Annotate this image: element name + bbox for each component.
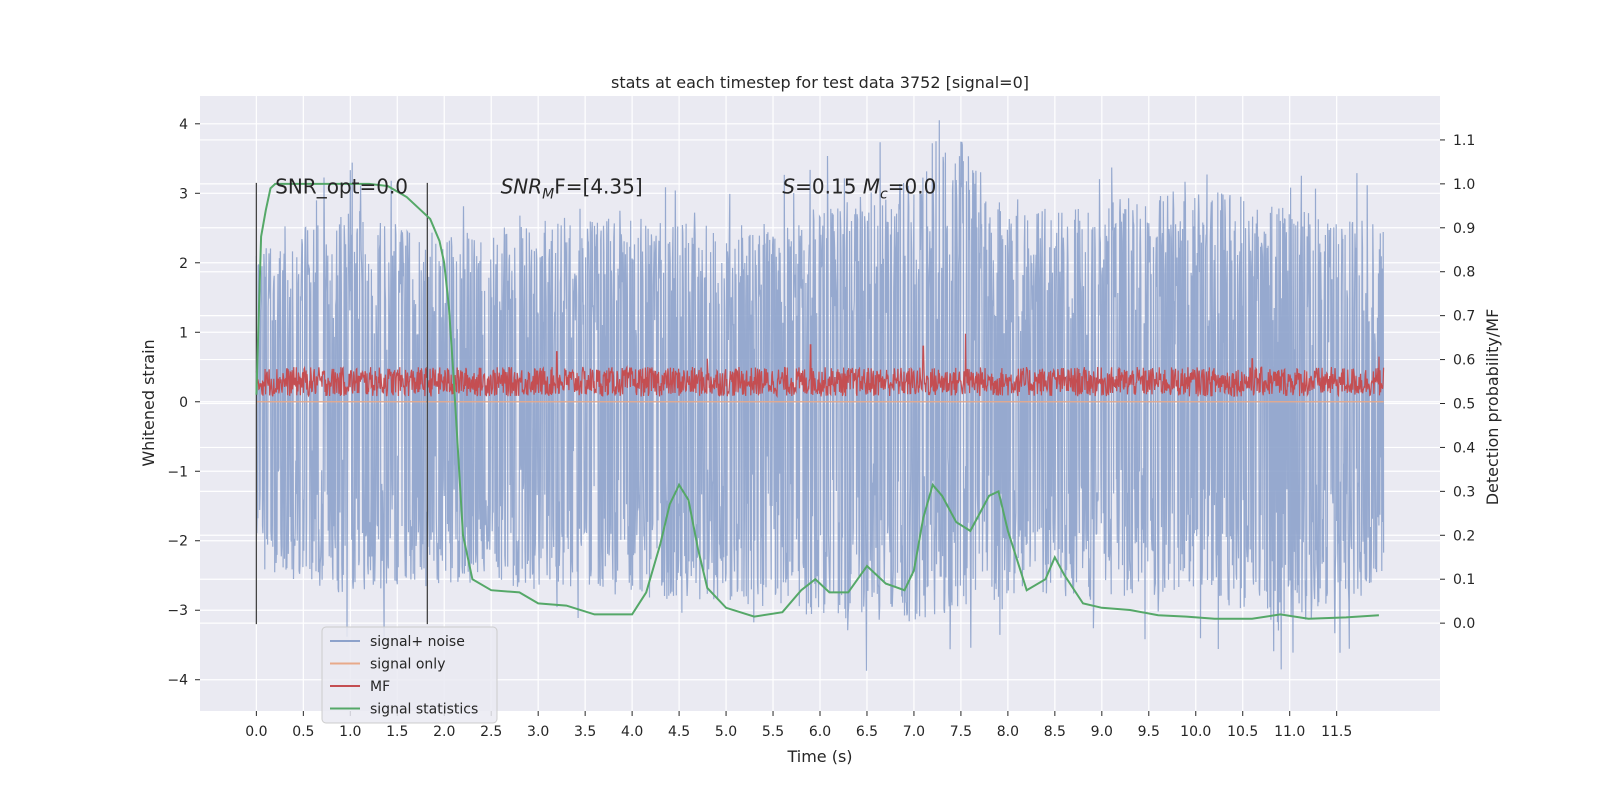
x-tick-label: 3.5 [574,724,596,740]
y-tick-label: −4 [167,673,188,689]
x-tick-label: 7.5 [950,724,972,740]
series-signal-noise-line [255,120,1385,671]
x-tick-label: 11.5 [1321,724,1352,740]
x-tick-label: 0.5 [292,724,314,740]
y-axis-label: Whitened strain [139,339,158,466]
y-right-tick-label: 0.3 [1453,484,1475,500]
y-tick-label: 1 [179,325,188,341]
x-tick-label: 8.0 [997,724,1019,740]
x-tick-label: 6.5 [856,724,878,740]
y-right-tick-label: 0.0 [1453,616,1475,632]
annotation-part: SNR [501,174,543,198]
x-tick-label: 9.0 [1091,724,1113,740]
series-signal-statistics-line [255,182,1379,620]
y-tick-label: 0 [179,395,188,411]
ticks: 0.0 0.5 1.0 1.5 2.0 2.5 3.0 3.5 4.0 4.5 5.0 5.5 6.0 6… [167,117,1475,740]
annotation-part: M [542,186,554,202]
legend-label: MF [370,679,390,695]
annotation-snr-mf: SNRMF=[4.35] [501,174,643,202]
y-right-tick-label: 0.5 [1453,397,1475,413]
y-right-axis-label: Detection probability/MF [1483,309,1502,506]
x-tick-label: 7.0 [903,724,925,740]
x-tick-label: 6.0 [809,724,831,740]
y-right-tick-label: 0.6 [1453,353,1475,369]
y-tick-label: 2 [179,256,188,272]
y-right-tick-label: 0.2 [1453,528,1475,544]
chart-title: stats at each timestep for test data 375… [611,73,1029,92]
y-right-tick-label: 0.1 [1453,572,1475,588]
legend: signal+ noise signal only MF signal statist… [321,626,498,724]
annotations: SNR_opt=0.0 SNRMF=[4.35] S=0.15 Mc=0.0 [275,174,936,202]
x-tick-label: 8.5 [1044,724,1066,740]
x-tick-label: 10.0 [1180,724,1211,740]
x-tick-label: 1.5 [386,724,408,740]
x-tick-label: 11.0 [1274,724,1305,740]
annotation-s-mc: S=0.15 Mc=0.0 [782,174,936,202]
y-right-tick-label: 0.9 [1453,221,1475,237]
series-layer [255,120,1385,671]
x-tick-label: 4.0 [621,724,643,740]
y-right-tick-label: 1.1 [1453,133,1475,149]
x-tick-label: 0.0 [245,724,267,740]
annotation-part: =0.15 [795,174,863,198]
y-right-tick-label: 0.4 [1453,440,1475,456]
x-tick-label: 4.5 [668,724,690,740]
legend-label: signal only [370,657,445,673]
y-right-tick-label: 0.8 [1453,265,1475,281]
x-tick-label: 2.5 [480,724,502,740]
legend-box [321,626,498,724]
x-tick-label: 5.0 [715,724,737,740]
annotation-part: F=[4.35] [554,174,642,198]
annotation-part: c [880,186,888,202]
y-right-tick-label: 0.7 [1453,309,1475,325]
annotation-part: =0.0 [888,174,937,198]
annotation-part: M [863,174,880,198]
legend-label: signal+ noise [370,634,465,650]
y-tick-label: −1 [167,464,188,480]
series-mf-line [255,333,1385,399]
legend-label: signal statistics [370,702,478,718]
annotation-part: S [782,174,795,198]
annotation-snr-opt: SNR_opt=0.0 [275,174,408,198]
y-tick-label: −3 [167,603,188,619]
y-tick-label: 4 [179,117,188,133]
y-tick-label: 3 [179,186,188,202]
x-tick-label: 9.5 [1138,724,1160,740]
x-tick-label: 1.0 [339,724,361,740]
y-tick-label: −2 [167,534,188,550]
x-tick-label: 5.5 [762,724,784,740]
y-right-tick-label: 1.0 [1453,177,1475,193]
x-tick-label: 10.5 [1227,724,1258,740]
x-axis-label: Time (s) [786,747,852,766]
x-tick-label: 2.0 [433,724,455,740]
x-tick-label: 3.0 [527,724,549,740]
